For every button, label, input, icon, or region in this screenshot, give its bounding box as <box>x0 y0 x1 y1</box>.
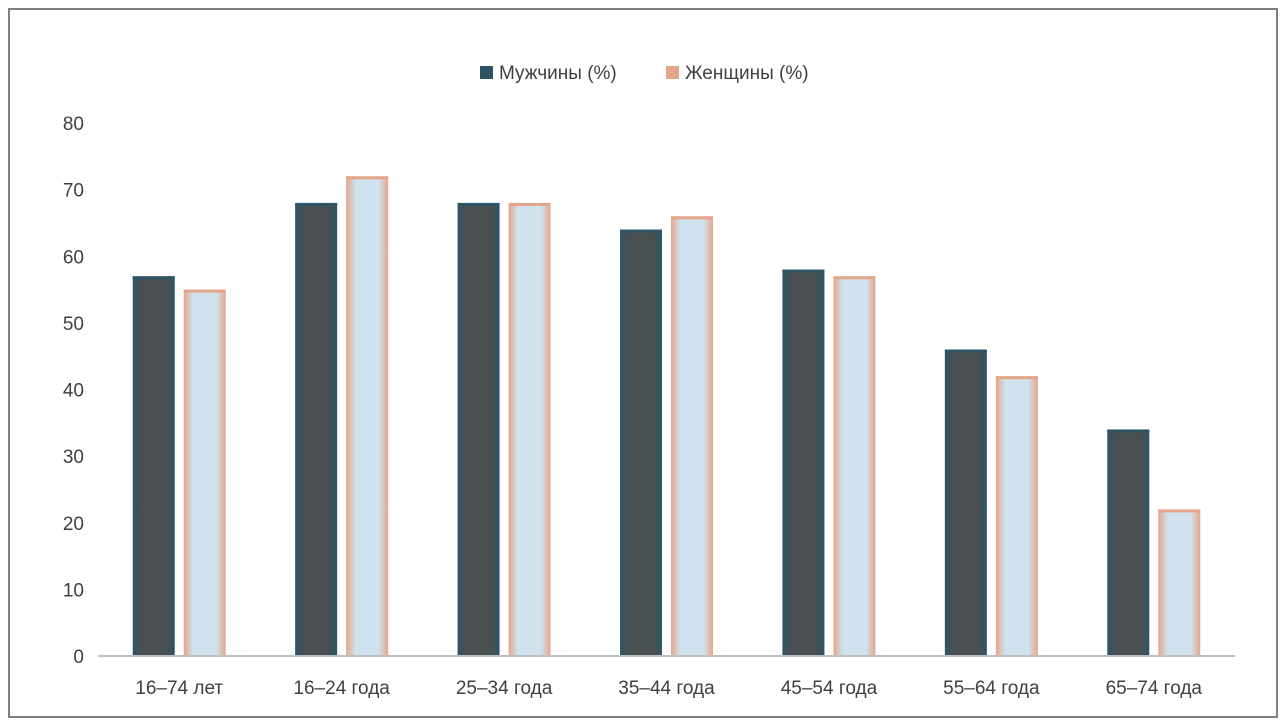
bar-women-top-edge <box>508 202 551 206</box>
bar-women-top-edge <box>183 289 226 293</box>
y-tick-label: 20 <box>63 514 84 535</box>
x-tick-label: 65–74 года <box>1106 678 1203 699</box>
legend: Мужчины (%) Женщины (%) <box>480 63 809 84</box>
legend-swatch-men <box>480 66 493 79</box>
y-tick-label: 80 <box>63 114 84 135</box>
x-tick-label: 16–24 года <box>293 678 390 699</box>
legend-label-women: Женщины (%) <box>685 63 809 84</box>
bar-men <box>457 202 500 656</box>
bar-men-top-edge <box>295 202 338 206</box>
bar-women <box>508 202 551 656</box>
bar-women <box>671 216 713 656</box>
x-axis: 16–74 лет 16–24 года 25–34 года 35–44 го… <box>135 678 1202 699</box>
x-tick-label: 35–44 года <box>618 678 715 699</box>
legend-label-men: Мужчины (%) <box>499 63 617 84</box>
bar-women-top-edge <box>833 276 876 280</box>
y-tick-label: 60 <box>63 247 84 268</box>
bar-men-top-edge <box>457 202 500 206</box>
bar-women <box>833 276 876 656</box>
bar-men-top-edge <box>944 349 987 353</box>
bar-women-top-edge <box>995 376 1038 380</box>
x-tick-label: 45–54 года <box>781 678 878 699</box>
bar-women-top-edge <box>671 216 713 220</box>
bar-women <box>346 176 389 657</box>
bar-men <box>132 276 175 656</box>
bar-men <box>944 349 987 656</box>
y-axis: 0 10 20 30 40 50 60 70 80 <box>63 114 84 668</box>
bar-women <box>995 376 1038 656</box>
y-tick-label: 50 <box>63 314 84 335</box>
y-tick-label: 30 <box>63 447 84 468</box>
bar-men-top-edge <box>620 229 662 233</box>
bar-women-top-edge <box>346 176 389 180</box>
y-tick-label: 10 <box>63 580 84 601</box>
y-tick-label: 40 <box>63 381 84 402</box>
bar-men <box>782 269 825 656</box>
legend-swatch-women <box>666 66 679 79</box>
bar-men-top-edge <box>132 276 175 280</box>
x-tick-label: 25–34 года <box>456 678 553 699</box>
y-tick-label: 0 <box>73 647 84 668</box>
bar-men <box>1107 429 1150 656</box>
x-tick-label: 55–64 года <box>943 678 1040 699</box>
bar-women-top-edge <box>1158 509 1201 513</box>
bar-men <box>620 229 662 656</box>
bar-men <box>295 202 338 656</box>
x-tick-label: 16–74 лет <box>135 678 223 699</box>
y-tick-label: 70 <box>63 181 84 202</box>
bar-women <box>1158 509 1201 656</box>
bar-men-top-edge <box>1107 429 1150 433</box>
bar-men-top-edge <box>782 269 825 273</box>
bars <box>132 176 1201 657</box>
bar-women <box>183 289 226 656</box>
